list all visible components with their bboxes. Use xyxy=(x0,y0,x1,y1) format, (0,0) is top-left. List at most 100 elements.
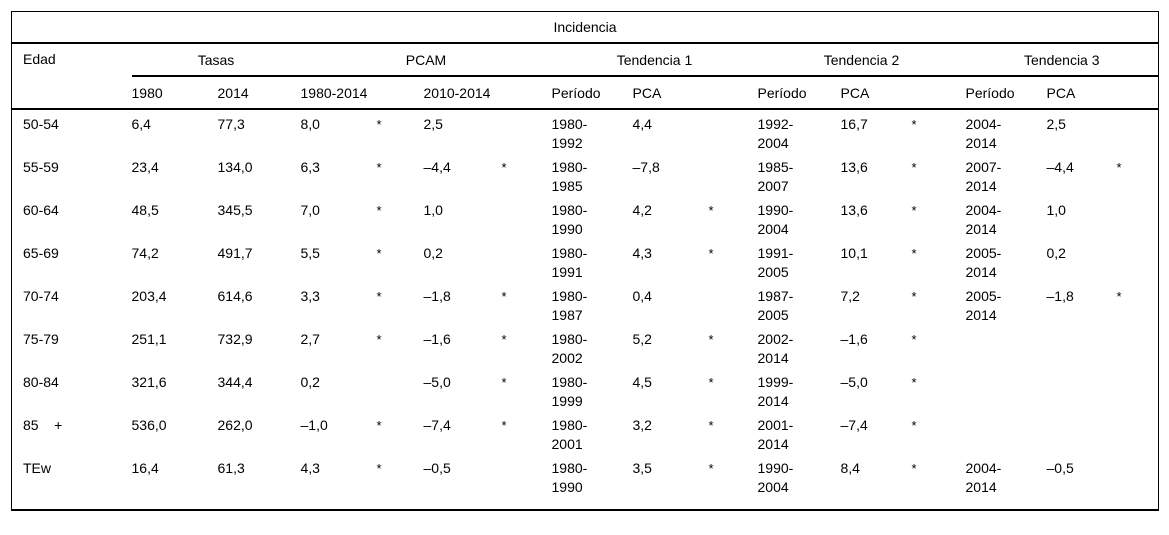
cell-tendencia1-pca: 3,5 xyxy=(632,460,652,476)
cell-tasa-1980: 6,4 xyxy=(131,116,151,132)
cell-edad: 80-84 xyxy=(23,374,59,390)
cell-tendencia1-pca: 5,2 xyxy=(632,331,652,347)
cell-tendencia3-periodo xyxy=(966,411,1047,454)
cell-tendencia1-sig: * xyxy=(708,461,714,476)
cell-edad: 50-54 xyxy=(23,116,59,132)
sub-header-t2-pca: PCA xyxy=(840,76,966,110)
cell-tendencia2-periodo: 1990- 2004 xyxy=(757,460,794,495)
group-header-tendencia-3: Tendencia 3 xyxy=(965,43,1159,77)
cell-tendencia3-sig xyxy=(1111,411,1159,454)
cell-tendencia2-pca: 8,4 xyxy=(840,460,860,476)
cell-tasa-2014: 61,3 xyxy=(217,460,245,476)
cell-pcam-1980-2014-sig: * xyxy=(376,461,382,476)
cell-tendencia1-pca: –7,8 xyxy=(632,159,660,175)
cell-pcam-2010-2014: –0,5 xyxy=(423,460,451,476)
cell-tendencia1-periodo: 1980- 2001 xyxy=(551,417,588,452)
cell-tendencia2-pca: –1,6 xyxy=(840,331,868,347)
group-header-tendencia-1: Tendencia 1 xyxy=(551,43,758,77)
cell-tendencia1-sig xyxy=(703,153,758,196)
cell-tendencia1-periodo: 1980- 1990 xyxy=(551,460,588,495)
cell-tendencia2-sig: * xyxy=(911,332,917,347)
table-body: 50-54 6,4 77,3 8,0 * 2,5 1980- 1992 4,4 1992- 20… xyxy=(12,109,1159,510)
cell-tendencia1-sig: * xyxy=(708,332,714,347)
sub-header-t1-periodo: Período xyxy=(551,76,633,110)
cell-edad: 70-74 xyxy=(23,288,59,304)
cell-tendencia2-periodo: 2001- 2014 xyxy=(757,417,794,452)
cell-pcam-1980-2014-sig: * xyxy=(376,418,382,433)
cell-tendencia1-sig xyxy=(703,109,758,153)
cell-pcam-2010-2014-sig: * xyxy=(501,418,507,433)
cell-tendencia2-sig: * xyxy=(911,203,917,218)
cell-tasa-2014: 491,7 xyxy=(217,245,253,261)
table-row: 75-79 251,1 732,9 2,7 * –1,6 * 1980- 2002 5,2 * 20… xyxy=(12,325,1159,368)
cell-tasa-1980: 321,6 xyxy=(131,374,167,390)
cell-pcam-1980-2014-sig xyxy=(371,368,424,411)
cell-pcam-1980-2014: 7,0 xyxy=(300,202,320,218)
col-header-edad: Edad xyxy=(11,43,132,110)
group-header-tendencia-2: Tendencia 2 xyxy=(757,43,966,77)
cell-pcam-2010-2014-sig: * xyxy=(501,289,507,304)
cell-tendencia2-pca: –5,0 xyxy=(840,374,868,390)
cell-tendencia1-periodo: 1980- 1991 xyxy=(551,245,588,280)
cell-pcam-1980-2014: 8,0 xyxy=(300,116,320,132)
cell-pcam-1980-2014-sig: * xyxy=(376,246,382,261)
cell-pcam-1980-2014: 4,3 xyxy=(300,460,320,476)
cell-tendencia2-pca: 16,7 xyxy=(840,116,868,132)
cell-tendencia2-pca: 10,1 xyxy=(840,245,868,261)
cell-tendencia3-periodo xyxy=(966,368,1047,411)
cell-tendencia2-sig: * xyxy=(911,246,917,261)
cell-tendencia3-pca: 1,0 xyxy=(1046,202,1066,218)
cell-tasa-2014: 732,9 xyxy=(217,331,253,347)
cell-tasa-1980: 23,4 xyxy=(131,159,159,175)
cell-tasa-1980: 74,2 xyxy=(131,245,159,261)
sub-header-2010-2014: 2010-2014 xyxy=(423,76,552,110)
cell-pcam-1980-2014: 0,2 xyxy=(300,374,320,390)
cell-tendencia3-sig: * xyxy=(1116,160,1122,175)
table-row: 65-69 74,2 491,7 5,5 * 0,2 1980- 1991 4,3 * 1991-… xyxy=(12,239,1159,282)
cell-tendencia3-periodo xyxy=(966,325,1047,368)
cell-pcam-2010-2014-sig xyxy=(496,239,552,282)
cell-tendencia2-sig: * xyxy=(911,461,917,476)
title-row: Incidencia xyxy=(11,11,1159,44)
cell-tendencia3-sig xyxy=(1111,325,1159,368)
cell-tasa-1980: 536,0 xyxy=(131,417,167,433)
cell-tendencia3-periodo: 2005- 2014 xyxy=(965,245,1002,280)
cell-tasa-1980: 16,4 xyxy=(131,460,159,476)
cell-pcam-2010-2014: –7,4 xyxy=(423,417,451,433)
table-row: 50-54 6,4 77,3 8,0 * 2,5 1980- 1992 4,4 1992- 20… xyxy=(12,109,1159,153)
cell-tasa-2014: 344,4 xyxy=(217,374,253,390)
cell-tendencia1-pca: 4,5 xyxy=(632,374,652,390)
cell-tendencia1-pca: 0,4 xyxy=(632,288,652,304)
cell-pcam-2010-2014-sig xyxy=(496,454,552,510)
cell-tendencia1-periodo: 1980- 1999 xyxy=(551,374,588,409)
cell-tendencia3-periodo: 2007- 2014 xyxy=(965,159,1002,194)
group-header-pcam: PCAM xyxy=(300,43,552,77)
cell-tendencia2-periodo: 1999- 2014 xyxy=(757,374,794,409)
cell-tasa-2014: 345,5 xyxy=(217,202,253,218)
cell-edad: 65-69 xyxy=(23,245,59,261)
cell-pcam-2010-2014-sig xyxy=(496,109,552,153)
cell-pcam-2010-2014: 1,0 xyxy=(423,202,443,218)
cell-tendencia1-pca: 4,2 xyxy=(632,202,652,218)
table-row: 70-74 203,4 614,6 3,3 * –1,8 * 1980- 1987 0,4 198… xyxy=(12,282,1159,325)
cell-tendencia3-periodo: 2004- 2014 xyxy=(965,460,1002,495)
cell-tendencia2-pca: 13,6 xyxy=(840,202,868,218)
sub-header-t3-periodo: Período xyxy=(965,76,1047,110)
cell-pcam-1980-2014: 6,3 xyxy=(300,159,320,175)
cell-edad: 60-64 xyxy=(23,202,59,218)
cell-tasa-2014: 614,6 xyxy=(217,288,253,304)
cell-tendencia2-periodo: 1987- 2005 xyxy=(757,288,794,323)
cell-tendencia2-periodo: 1985- 2007 xyxy=(757,159,794,194)
cell-tendencia2-sig: * xyxy=(911,418,917,433)
cell-tendencia1-sig: * xyxy=(708,375,714,390)
cell-tendencia3-sig xyxy=(1111,196,1159,239)
cell-pcam-2010-2014: –4,4 xyxy=(423,159,451,175)
cell-pcam-2010-2014: –5,0 xyxy=(423,374,451,390)
sub-header-t2-periodo: Período xyxy=(757,76,841,110)
cell-pcam-1980-2014: –1,0 xyxy=(300,417,328,433)
cell-tendencia2-periodo: 1992- 2004 xyxy=(757,116,794,151)
cell-pcam-2010-2014: –1,8 xyxy=(423,288,451,304)
cell-tendencia1-sig: * xyxy=(708,418,714,433)
cell-tendencia3-pca xyxy=(1047,325,1111,368)
incidencia-table: Incidencia Edad Tasas PCAM Tendencia 1 T… xyxy=(11,11,1160,511)
